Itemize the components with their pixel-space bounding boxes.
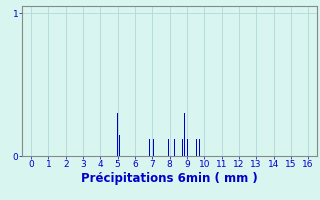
- Bar: [149, 139, 150, 156]
- Bar: [181, 139, 182, 156]
- Bar: [117, 113, 118, 156]
- Bar: [196, 139, 197, 156]
- Bar: [153, 139, 154, 156]
- Bar: [187, 139, 188, 156]
- Bar: [184, 113, 185, 156]
- X-axis label: Précipitations 6min ( mm ): Précipitations 6min ( mm ): [81, 172, 258, 185]
- Bar: [168, 139, 169, 156]
- Bar: [174, 139, 175, 156]
- Bar: [119, 135, 120, 156]
